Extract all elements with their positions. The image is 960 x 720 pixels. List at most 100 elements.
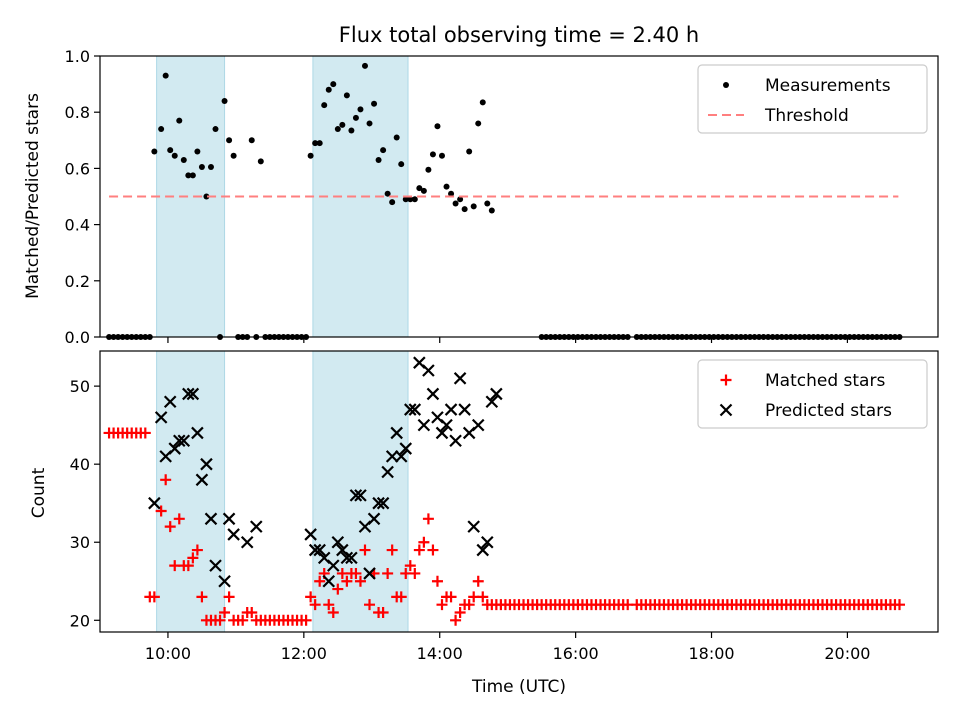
predicted-stars-point <box>485 395 499 409</box>
x-tick-label: 16:00 <box>553 644 599 663</box>
matched-stars-point <box>359 544 371 556</box>
measurement-point <box>475 120 482 127</box>
predicted-stars-point <box>148 496 161 510</box>
matched-stars-point <box>323 599 335 611</box>
predicted-stars-point <box>390 426 403 440</box>
measurement-point <box>312 140 319 147</box>
matched-stars-point <box>893 599 905 611</box>
bottom-axes-frame <box>99 350 939 633</box>
matched-stars-point <box>404 560 416 572</box>
matched-stars-point <box>139 427 151 439</box>
matched-stars-point <box>382 567 394 579</box>
predicted-stars-point <box>322 574 336 588</box>
predicted-stars-point <box>417 418 431 432</box>
bottom-y-ticks: 20 30 40 50 <box>70 377 100 630</box>
measurement-point <box>321 102 328 109</box>
top-axes-frame <box>99 55 939 338</box>
matched-stars-point <box>164 521 176 533</box>
matched-stars-point <box>214 614 226 626</box>
predicted-stars-point <box>408 403 422 416</box>
measurement-point <box>411 196 418 203</box>
measurement-point <box>180 156 187 163</box>
bottom-y-tick-label: 50 <box>70 377 90 396</box>
measurement-point <box>420 187 427 194</box>
predicted-stars-point <box>394 450 408 463</box>
predicted-stars-point <box>467 520 480 533</box>
predicted-stars-point <box>172 434 186 448</box>
predicted-stars-point <box>327 559 340 572</box>
top-y-tick-label: 0.2 <box>65 272 90 291</box>
measurement-point <box>207 163 214 170</box>
bottom-plot-area <box>103 356 905 626</box>
matched-stars-point <box>450 614 462 626</box>
matched-stars-point <box>413 544 425 556</box>
matched-stars-point <box>155 505 167 517</box>
measurement-point <box>470 203 477 210</box>
bottom-legend-handle <box>719 403 733 417</box>
matched-stars-point <box>409 567 421 579</box>
bottom-y-tick-label: 40 <box>70 455 90 474</box>
measurement-point <box>352 114 359 121</box>
top-y-tick-label: 0.4 <box>65 216 90 235</box>
matched-stars-point <box>314 575 326 587</box>
measurement-point <box>434 123 441 130</box>
matched-stars-point <box>173 513 185 525</box>
top-x-ticks <box>167 337 849 343</box>
predicted-stars-point <box>453 372 467 385</box>
measurement-point <box>212 126 219 133</box>
predicted-stars-point <box>163 395 177 409</box>
matched-stars-point <box>477 591 489 603</box>
top-y-tick-label: 1.0 <box>65 47 90 66</box>
matched-stars-point <box>327 606 339 618</box>
bottom-legend-handle <box>720 374 732 386</box>
predicted-stars-point <box>200 457 213 471</box>
measurement-point <box>162 72 169 79</box>
series-matched-stars <box>103 427 905 626</box>
panel-top: 0.0 0.2 0.4 0.6 0.8 1.0 Matched/Predicted sta… <box>23 47 939 347</box>
matched-stars-point <box>160 474 172 486</box>
top-y-ticks: 0.0 0.2 0.4 0.6 0.8 1.0 <box>65 47 100 347</box>
predicted-stars-point <box>435 426 449 440</box>
bottom-y-tick-label: 20 <box>70 611 90 630</box>
top-y-axis-label: Matched/Predicted stars <box>23 93 43 299</box>
series-measurements <box>106 62 903 340</box>
bottom-x-ticks: 10:00 12:00 14:00 16:00 18:00 20:00 <box>145 632 870 663</box>
predicted-stars-point <box>363 567 376 580</box>
x-axis-label: Time (UTC) <box>471 677 566 697</box>
measurement-point <box>407 196 414 203</box>
matched-stars-point <box>454 606 466 618</box>
measurement-point <box>361 62 368 69</box>
bottom-y-tick-label: 30 <box>70 533 90 552</box>
predicted-stars-point <box>222 512 236 526</box>
measurement-point <box>330 81 337 88</box>
predicted-stars-point <box>458 403 471 416</box>
predicted-stars-point <box>376 496 390 510</box>
measurement-point <box>226 137 233 144</box>
predicted-stars-point <box>154 411 168 424</box>
measurement-point <box>375 156 382 163</box>
measurement-point <box>316 140 323 147</box>
predicted-stars-point <box>182 387 195 401</box>
predicted-stars-point <box>449 434 462 448</box>
measurement-point <box>484 200 491 207</box>
top-legend: Measurements Threshold <box>697 64 928 134</box>
predicted-stars-point <box>404 403 417 416</box>
matched-stars-point <box>418 536 430 548</box>
top-y-tick-label: 0.8 <box>65 103 90 122</box>
predicted-stars-point <box>481 535 494 549</box>
predicted-stars-point <box>367 512 381 526</box>
predicted-stars-point <box>240 535 254 549</box>
predicted-stars-point <box>354 489 367 502</box>
measurement-point <box>448 190 455 197</box>
predicted-stars-point <box>304 528 317 541</box>
measurement-point <box>384 190 391 197</box>
top-legend-handle <box>723 82 729 88</box>
measurement-point <box>307 152 314 159</box>
matched-stars-point <box>422 513 434 525</box>
measurement-point <box>194 148 201 155</box>
measurement-point <box>151 148 158 155</box>
measurement-point <box>198 163 205 170</box>
bottom-legend-box <box>697 359 928 429</box>
top-legend-label: Measurements <box>765 76 891 96</box>
